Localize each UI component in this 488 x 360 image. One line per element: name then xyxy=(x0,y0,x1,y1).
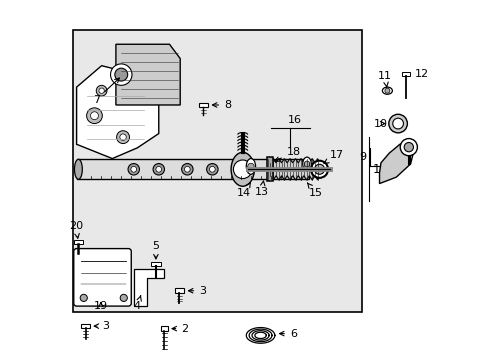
Circle shape xyxy=(156,166,162,172)
Text: 16: 16 xyxy=(287,115,301,125)
Circle shape xyxy=(99,88,104,93)
Circle shape xyxy=(96,85,107,96)
Text: 3: 3 xyxy=(94,321,109,331)
Circle shape xyxy=(128,163,139,175)
Bar xyxy=(198,103,207,107)
Text: 5: 5 xyxy=(152,240,159,259)
Text: 4: 4 xyxy=(134,296,141,311)
Circle shape xyxy=(209,166,215,172)
Bar xyxy=(77,159,308,179)
Bar xyxy=(401,72,408,76)
Circle shape xyxy=(388,114,407,133)
Ellipse shape xyxy=(231,152,254,186)
FancyBboxPatch shape xyxy=(73,30,362,312)
Bar xyxy=(74,240,82,244)
Text: 11: 11 xyxy=(377,71,391,87)
Polygon shape xyxy=(77,66,159,158)
Bar xyxy=(160,327,167,331)
Circle shape xyxy=(116,131,129,144)
Circle shape xyxy=(206,163,218,175)
Circle shape xyxy=(310,161,327,178)
Text: 2: 2 xyxy=(172,324,188,334)
Circle shape xyxy=(120,134,126,140)
Circle shape xyxy=(131,166,136,172)
Ellipse shape xyxy=(246,158,255,174)
Polygon shape xyxy=(134,269,164,306)
Bar xyxy=(175,288,184,293)
Circle shape xyxy=(400,139,417,156)
Circle shape xyxy=(404,143,413,152)
Circle shape xyxy=(384,88,389,93)
Polygon shape xyxy=(267,158,317,180)
Text: 9: 9 xyxy=(358,152,365,162)
Text: 1: 1 xyxy=(372,163,380,176)
FancyBboxPatch shape xyxy=(74,249,131,306)
Text: 14: 14 xyxy=(236,183,250,198)
Bar xyxy=(151,262,160,266)
Text: 8: 8 xyxy=(212,100,231,110)
Circle shape xyxy=(86,108,102,123)
Text: 7: 7 xyxy=(93,78,119,105)
Bar xyxy=(266,157,273,181)
Circle shape xyxy=(115,68,127,81)
Ellipse shape xyxy=(382,87,391,94)
Text: 10: 10 xyxy=(373,118,387,129)
Circle shape xyxy=(90,112,98,120)
Text: 13: 13 xyxy=(254,181,268,197)
Circle shape xyxy=(247,163,254,170)
Text: 12: 12 xyxy=(414,69,428,79)
Bar xyxy=(81,324,90,328)
Text: 20: 20 xyxy=(69,221,83,238)
Circle shape xyxy=(120,294,127,301)
Text: 15: 15 xyxy=(307,183,322,198)
Circle shape xyxy=(304,161,309,167)
Text: 18: 18 xyxy=(274,147,300,161)
Text: 19: 19 xyxy=(94,301,108,311)
Circle shape xyxy=(181,163,193,175)
Circle shape xyxy=(80,294,87,301)
Circle shape xyxy=(233,160,251,179)
Text: 3: 3 xyxy=(188,286,206,296)
Circle shape xyxy=(110,64,132,85)
Ellipse shape xyxy=(302,157,311,171)
Circle shape xyxy=(153,163,164,175)
Circle shape xyxy=(392,118,403,129)
Circle shape xyxy=(314,164,324,174)
Polygon shape xyxy=(116,44,180,105)
Circle shape xyxy=(184,166,190,172)
Text: 17: 17 xyxy=(324,150,343,163)
Text: 6: 6 xyxy=(279,329,296,339)
Polygon shape xyxy=(379,141,413,184)
Ellipse shape xyxy=(74,159,82,179)
